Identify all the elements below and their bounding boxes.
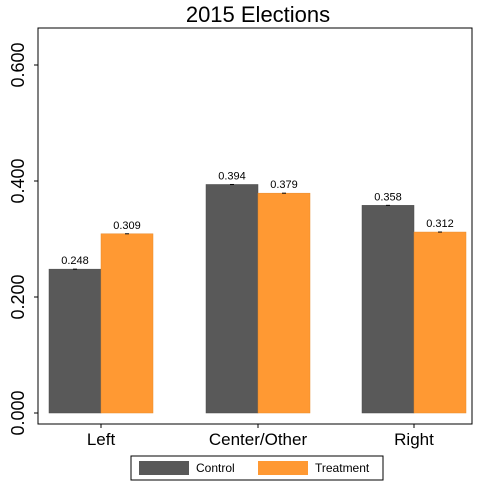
x-tick-label: Center/Other bbox=[209, 430, 308, 449]
x-tick-label: Right bbox=[394, 430, 434, 449]
bar-treatment bbox=[257, 192, 311, 414]
data-label: 0.248 bbox=[61, 255, 89, 267]
plot-area: 0.000 0.200 0.400 0.600 0.248 0.309 Left 0.394 0… bbox=[8, 27, 473, 449]
bar-treatment bbox=[100, 233, 154, 414]
bar-treatment bbox=[413, 231, 467, 414]
legend-swatch-control bbox=[139, 461, 189, 475]
legend-swatch-treatment bbox=[258, 461, 308, 475]
data-label: 0.309 bbox=[113, 220, 141, 232]
y-tick-label: 0.000 bbox=[8, 390, 28, 435]
bar-control bbox=[48, 268, 102, 414]
data-label: 0.379 bbox=[270, 179, 298, 191]
legend-label-control: Control bbox=[196, 461, 235, 475]
data-label: 0.312 bbox=[426, 218, 454, 230]
y-tick-label: 0.600 bbox=[8, 42, 28, 87]
y-tick-label: 0.400 bbox=[8, 158, 28, 203]
chart-title: 2015 Elections bbox=[186, 2, 330, 27]
legend: Control Treatment bbox=[130, 455, 384, 481]
bar-control bbox=[205, 184, 259, 414]
data-label: 0.394 bbox=[218, 170, 246, 182]
data-label: 0.358 bbox=[374, 191, 402, 203]
legend-label-treatment: Treatment bbox=[315, 461, 370, 475]
bar-control bbox=[361, 205, 415, 414]
x-tick-label: Left bbox=[87, 430, 116, 449]
plot-frame bbox=[37, 27, 473, 425]
y-tick-label: 0.200 bbox=[8, 274, 28, 319]
